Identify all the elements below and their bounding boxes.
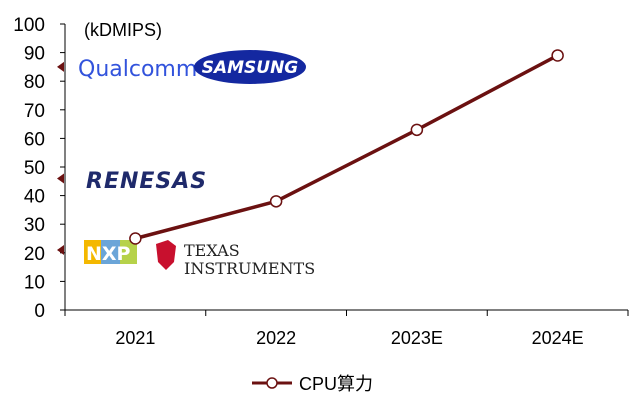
y-tick-label: 80 <box>24 72 45 93</box>
y-tick-label: 50 <box>24 158 45 179</box>
level-marker-arrow <box>57 244 64 255</box>
series-cpu <box>129 49 564 245</box>
ti-logo-line2: INSTRUMENTS <box>184 259 315 278</box>
y-tick-label: 40 <box>24 187 45 208</box>
data-point <box>129 232 142 245</box>
y-tick-label: 20 <box>24 244 45 265</box>
ti-logo-mark <box>156 240 176 270</box>
nxp-logo-p-bg <box>120 240 137 264</box>
y-tick-label: 90 <box>24 44 45 65</box>
samsung-logo-ellipse <box>194 50 306 84</box>
x-tick-label: 2023E <box>391 328 443 348</box>
y-tick-label: 30 <box>24 215 45 236</box>
unit-label: (kDMIPS) <box>84 20 162 40</box>
qualcomm-logo-text: Qualcomm <box>78 57 197 82</box>
level-marker-arrow <box>57 173 64 184</box>
y-tick-label: 60 <box>24 129 45 150</box>
data-point <box>269 195 283 208</box>
level-markers <box>57 61 64 255</box>
legend-marker <box>266 377 278 389</box>
renesas-logo: RENESAS <box>86 169 207 194</box>
y-tick-label: 100 <box>13 15 45 36</box>
ti-logo: TEXAS INSTRUMENTS <box>156 240 315 278</box>
nxp-logo-n-bg <box>84 240 101 264</box>
nxp-logo-text: NXP <box>86 243 131 265</box>
y-tick-label: 0 <box>34 301 45 322</box>
x-axis-ticks: 2021 2022 2023E 2024E <box>64 310 629 348</box>
samsung-logo: SAMSUNG <box>194 50 306 84</box>
legend-label: CPU算力 <box>299 374 373 394</box>
y-tick-label: 70 <box>24 101 45 122</box>
nxp-logo: NXP <box>84 240 137 265</box>
y-axis-ticks: 0 10 20 30 40 50 60 70 80 90 100 <box>13 15 65 322</box>
x-tick-label: 2021 <box>115 328 155 348</box>
y-tick-label: 10 <box>24 272 45 293</box>
qualcomm-logo: Qualcomm <box>78 57 197 82</box>
data-point <box>551 49 564 62</box>
nxp-logo-x-bg <box>101 240 120 264</box>
samsung-logo-text: SAMSUNG <box>202 58 299 78</box>
x-tick-label: 2022 <box>256 328 296 348</box>
ti-logo-line1: TEXAS <box>184 241 240 260</box>
level-marker-arrow <box>57 61 64 72</box>
data-point <box>410 123 424 137</box>
legend: CPU算力 <box>252 374 373 394</box>
x-tick-label: 2024E <box>532 328 584 348</box>
renesas-logo-text: RENESAS <box>86 169 207 194</box>
series-line <box>134 53 559 241</box>
